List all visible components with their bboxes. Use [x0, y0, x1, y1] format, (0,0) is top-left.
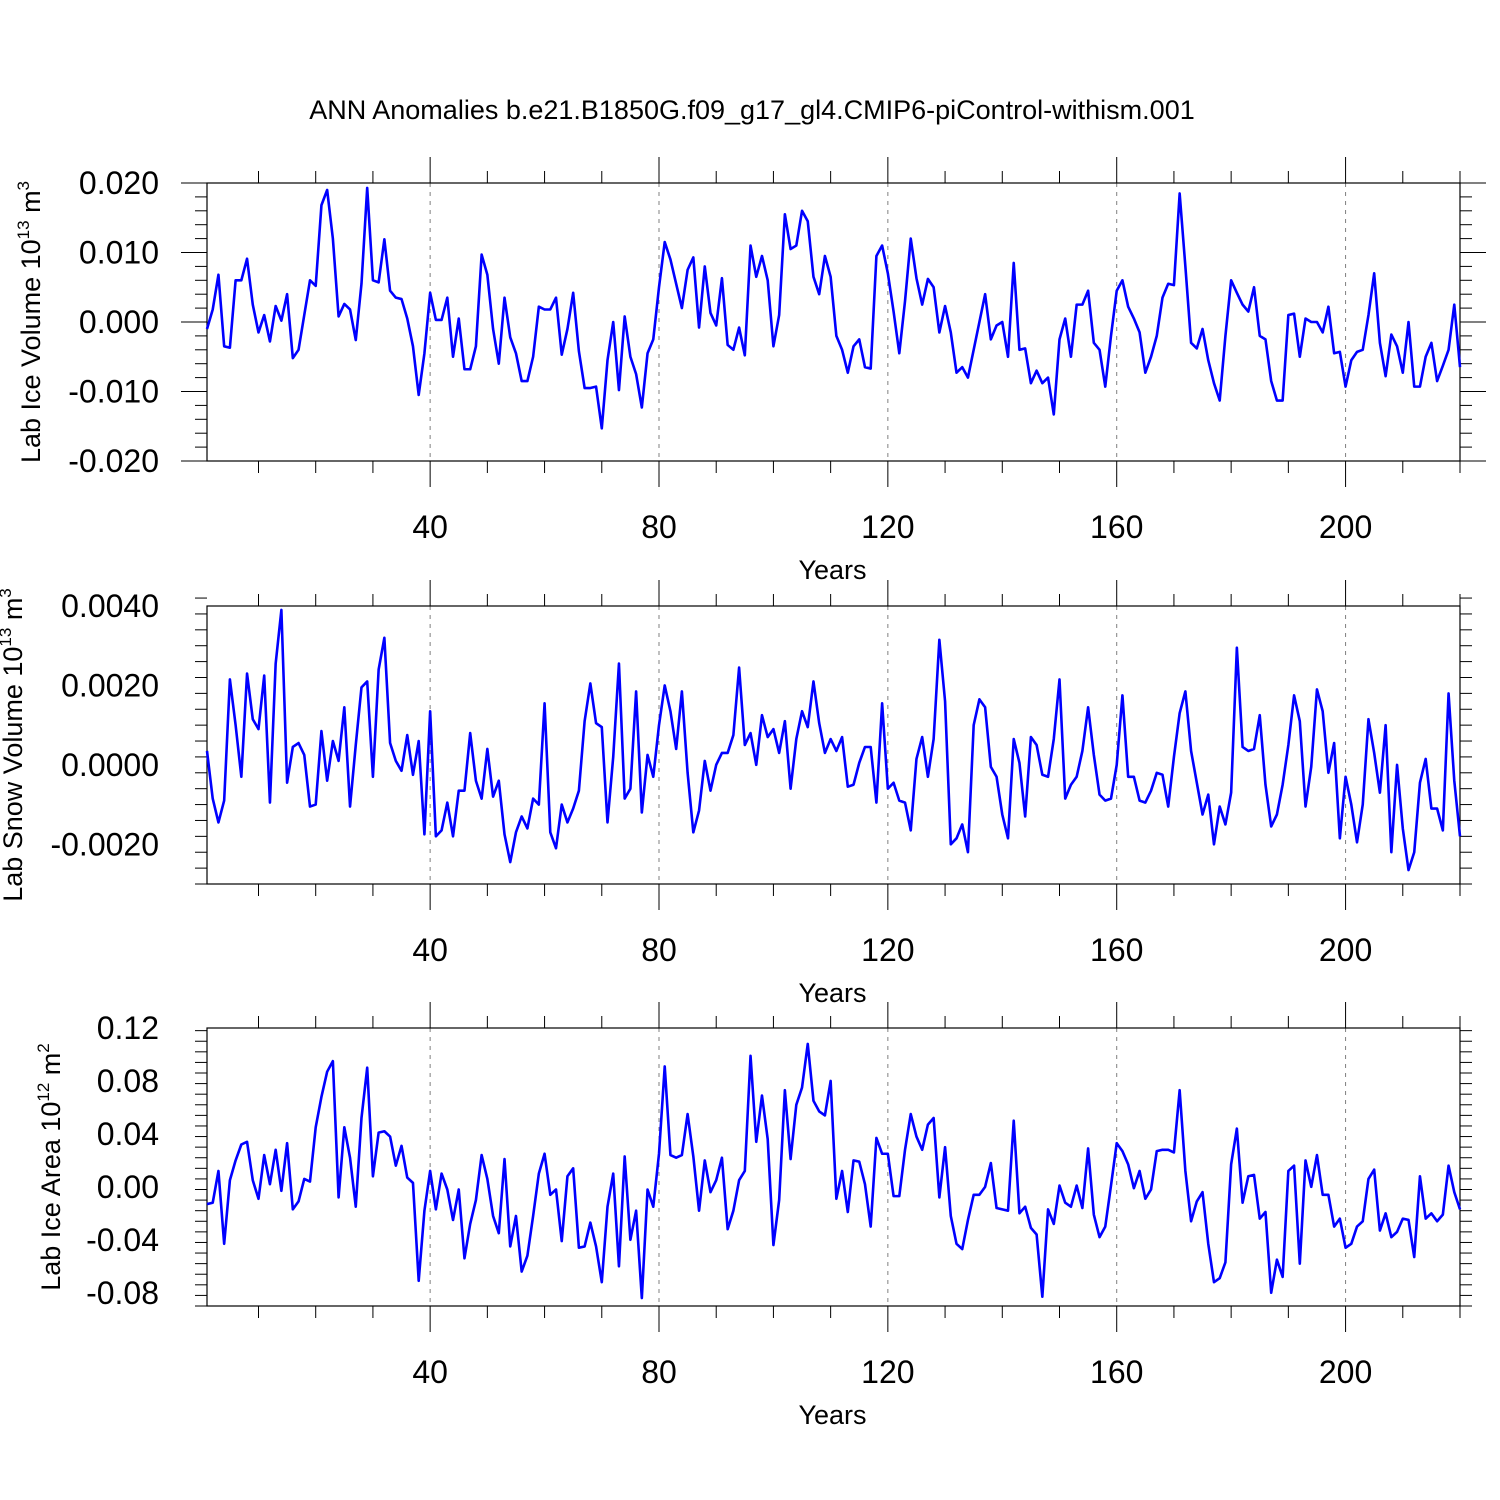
x-axis-label: Years — [798, 555, 866, 585]
y-tick-label: 0.08 — [97, 1063, 159, 1099]
x-tick-label: 160 — [1090, 932, 1143, 968]
y-tick-label: 0.0000 — [61, 747, 159, 783]
x-tick-label: 200 — [1319, 932, 1372, 968]
x-axis-label: Years — [798, 978, 866, 1008]
x-tick-label: 200 — [1319, 1354, 1372, 1390]
y-axis-label-part: 2 — [34, 1043, 53, 1052]
x-tick-label: 200 — [1319, 509, 1372, 545]
x-tick-label: 120 — [861, 509, 914, 545]
x-tick-label: 160 — [1090, 1354, 1143, 1390]
y-axis-label-part: 13 — [0, 628, 15, 647]
panel-2: 40 80 120 160 200 -0.0020 0.0000 0.0020 0.0040 Ye… — [0, 580, 1472, 1008]
y-axis-label: Lab Snow Volume 1013 m3 — [0, 588, 28, 902]
y-tick-label: 0.0020 — [61, 667, 159, 703]
x-tick-label: 40 — [412, 509, 448, 545]
y-axis-label: Lab Ice Volume 1013 m3 — [14, 181, 46, 463]
y-axis-label-part: 12 — [34, 1083, 53, 1102]
y-tick-label: -0.010 — [68, 374, 159, 410]
y-tick-label: 0.04 — [97, 1116, 159, 1152]
y-tick-label: 0.010 — [79, 235, 159, 271]
x-tick-label: 80 — [641, 932, 677, 968]
series-line — [205, 186, 1462, 430]
panel-1: 40 80 120 160 200 -0.020 -0.010 0.000 0.010 0.020… — [14, 157, 1486, 585]
x-tick-label: 160 — [1090, 509, 1143, 545]
y-axis-label-part: m — [0, 598, 28, 628]
y-axis-label-part: Lab Snow Volume 10 — [0, 647, 28, 902]
y-axis-label-part: 3 — [14, 181, 33, 190]
y-axis-label: Lab Ice Area 1012 m2 — [34, 1043, 66, 1291]
series-line — [206, 1042, 1462, 1300]
y-axis-label-part: 13 — [14, 220, 33, 239]
y-axis-label-part: Lab Ice Volume 10 — [16, 239, 46, 463]
x-axis-label: Years — [798, 1400, 866, 1430]
x-tick-label: 40 — [412, 1354, 448, 1390]
panels-group: 40 80 120 160 200 -0.020 -0.010 0.000 0.010 0.020… — [0, 157, 1486, 1430]
x-tick-label: 80 — [641, 509, 677, 545]
y-axis-label-part: 3 — [0, 588, 15, 597]
plot-frame — [206, 1027, 1461, 1307]
figure-title: ANN Anomalies b.e21.B1850G.f09_g17_gl4.C… — [309, 95, 1194, 125]
y-tick-label: 0.00 — [97, 1169, 159, 1205]
y-tick-label: 0.12 — [97, 1010, 159, 1046]
y-tick-label: -0.0020 — [50, 826, 159, 862]
y-tick-label: 0.020 — [79, 165, 159, 201]
panel-3: 40 80 120 160 200 -0.08 -0.04 0.00 0.04 0.08 0.12 Y… — [34, 1002, 1472, 1430]
x-tick-label: 120 — [861, 932, 914, 968]
y-tick-label: -0.08 — [86, 1275, 159, 1311]
y-tick-label: -0.04 — [86, 1222, 159, 1258]
plot-frame — [206, 605, 1461, 885]
y-axis-label-part: m — [16, 190, 46, 220]
plot-frame — [206, 182, 1461, 462]
series-line — [205, 608, 1462, 872]
x-tick-label: 120 — [861, 1354, 914, 1390]
y-tick-label: 0.0040 — [61, 588, 159, 624]
y-tick-label: 0.000 — [79, 304, 159, 340]
y-axis-label-part: Lab Ice Area 10 — [36, 1102, 66, 1291]
y-tick-label: -0.020 — [68, 443, 159, 479]
y-axis-label-part: m — [36, 1053, 66, 1083]
x-tick-label: 40 — [412, 932, 448, 968]
x-tick-label: 80 — [641, 1354, 677, 1390]
